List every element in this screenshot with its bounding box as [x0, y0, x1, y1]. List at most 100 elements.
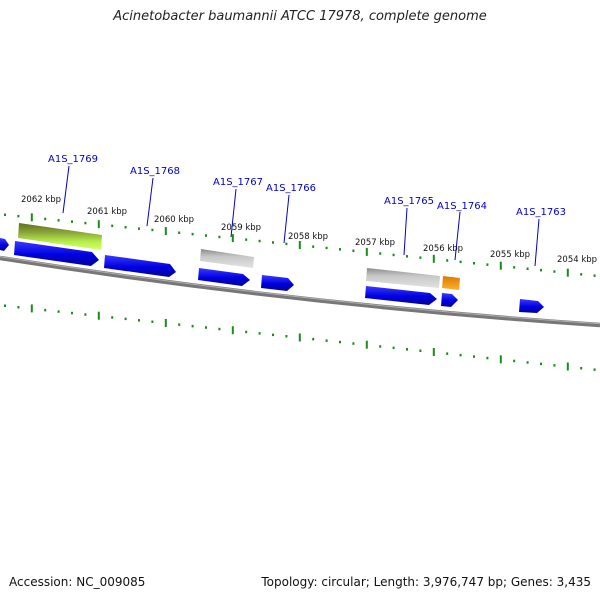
gene-arrow[interactable] — [261, 275, 294, 291]
minor-tick — [526, 361, 529, 364]
minor-tick — [4, 213, 6, 216]
leader-line — [146, 177, 154, 227]
minor-tick — [218, 235, 221, 239]
minor-tick — [178, 323, 181, 326]
major-tick — [499, 355, 502, 364]
gene-label[interactable]: A1S_1763 — [516, 207, 566, 218]
major-tick — [432, 348, 435, 356]
minor-tick — [124, 226, 127, 229]
gene-arrow[interactable] — [519, 299, 544, 313]
minor-tick — [138, 227, 140, 230]
kbp-label: 2054 kbp — [557, 255, 597, 265]
map-title: Acinetobacter baumannii ATCC 17978, comp… — [113, 9, 487, 24]
major-tick — [97, 311, 100, 320]
gene-arrow[interactable] — [441, 293, 458, 307]
major-tick — [231, 234, 234, 243]
minor-tick — [71, 311, 73, 315]
minor-tick — [486, 263, 489, 266]
gene-label-leaders — [62, 165, 540, 267]
minor-tick — [513, 266, 516, 269]
minor-tick — [44, 217, 47, 221]
gene-label[interactable]: A1S_1764 — [437, 201, 487, 212]
minor-tick — [138, 319, 140, 322]
gene-arrow[interactable] — [198, 268, 250, 286]
minor-tick — [191, 324, 194, 328]
major-tick — [97, 220, 100, 229]
genome-backbone — [0, 255, 600, 328]
minor-tick — [406, 255, 408, 258]
major-tick — [164, 319, 167, 327]
minor-tick — [57, 310, 60, 313]
major-tick — [231, 326, 234, 335]
minor-tick — [285, 335, 288, 338]
gene-labels: A1S_1769 A1S_1768 A1S_1767 A1S_1766 A1S_… — [48, 154, 566, 218]
gene-label[interactable]: A1S_1769 — [48, 154, 98, 165]
minor-tick — [459, 353, 462, 357]
major-tick — [499, 261, 502, 270]
minor-tick — [325, 339, 328, 342]
minor-tick — [540, 268, 542, 272]
minor-tick — [71, 220, 73, 223]
minor-tick — [580, 273, 583, 276]
minor-tick — [339, 248, 341, 251]
minor-tick — [258, 332, 261, 335]
minor-tick — [580, 367, 583, 370]
leader-line — [230, 188, 237, 238]
minor-tick — [218, 327, 221, 331]
feature-orange[interactable] — [442, 276, 460, 290]
minor-tick — [352, 249, 355, 252]
minor-tick — [513, 359, 516, 363]
gene-label[interactable]: A1S_1766 — [266, 183, 316, 194]
minor-tick — [459, 260, 462, 264]
leader-line — [62, 165, 70, 214]
minor-tick — [473, 262, 475, 265]
kbp-label: 2058 kbp — [288, 232, 328, 242]
minor-tick — [593, 274, 596, 277]
minor-tick — [593, 368, 596, 371]
minor-tick — [111, 316, 114, 319]
minor-tick — [151, 228, 154, 232]
minor-tick — [84, 221, 87, 225]
minor-tick — [379, 345, 382, 348]
minor-tick — [526, 267, 529, 270]
minor-tick — [4, 304, 6, 307]
minor-tick — [392, 253, 395, 257]
kbp-label: 2056 kbp — [423, 244, 463, 254]
minor-tick — [553, 270, 556, 273]
minor-tick — [272, 333, 274, 337]
gene-label[interactable]: A1S_1765 — [384, 196, 434, 207]
minor-tick — [151, 320, 154, 323]
kbp-label: 2055 kbp — [490, 250, 530, 260]
outer-tick-track — [4, 213, 596, 277]
gene-arrow[interactable] — [0, 238, 9, 251]
minor-tick — [419, 256, 422, 259]
minor-tick — [392, 346, 395, 350]
feature-gray[interactable] — [200, 249, 254, 268]
major-tick — [164, 227, 167, 236]
kbp-label: 2059 kbp — [221, 223, 261, 233]
major-tick — [566, 268, 569, 277]
gene-arrow[interactable] — [365, 286, 437, 305]
minor-tick — [406, 348, 408, 351]
gene-label[interactable]: A1S_1768 — [130, 166, 180, 177]
major-tick — [365, 340, 368, 349]
minor-tick — [44, 308, 47, 312]
minor-tick — [553, 364, 556, 367]
genome-stats-text: Topology: circular; Length: 3,976,747 bp… — [261, 575, 591, 589]
gene-arrow[interactable] — [104, 255, 176, 277]
gene-label[interactable]: A1S_1767 — [213, 177, 263, 188]
gene-arrows — [0, 238, 544, 313]
leader-line — [534, 218, 540, 267]
major-tick — [365, 247, 368, 256]
feature-green[interactable] — [18, 223, 102, 250]
gene-arrow[interactable] — [14, 241, 99, 266]
minor-tick — [285, 242, 288, 246]
kbp-label: 2061 kbp — [87, 207, 127, 217]
kbp-scale: 2062 kbp 2061 kbp 2060 kbp 2059 kbp 2058… — [21, 195, 597, 265]
major-tick — [298, 241, 301, 249]
minor-tick — [17, 306, 20, 309]
major-tick — [432, 254, 435, 263]
minor-tick — [191, 232, 194, 236]
feature-gray[interactable] — [366, 268, 440, 288]
